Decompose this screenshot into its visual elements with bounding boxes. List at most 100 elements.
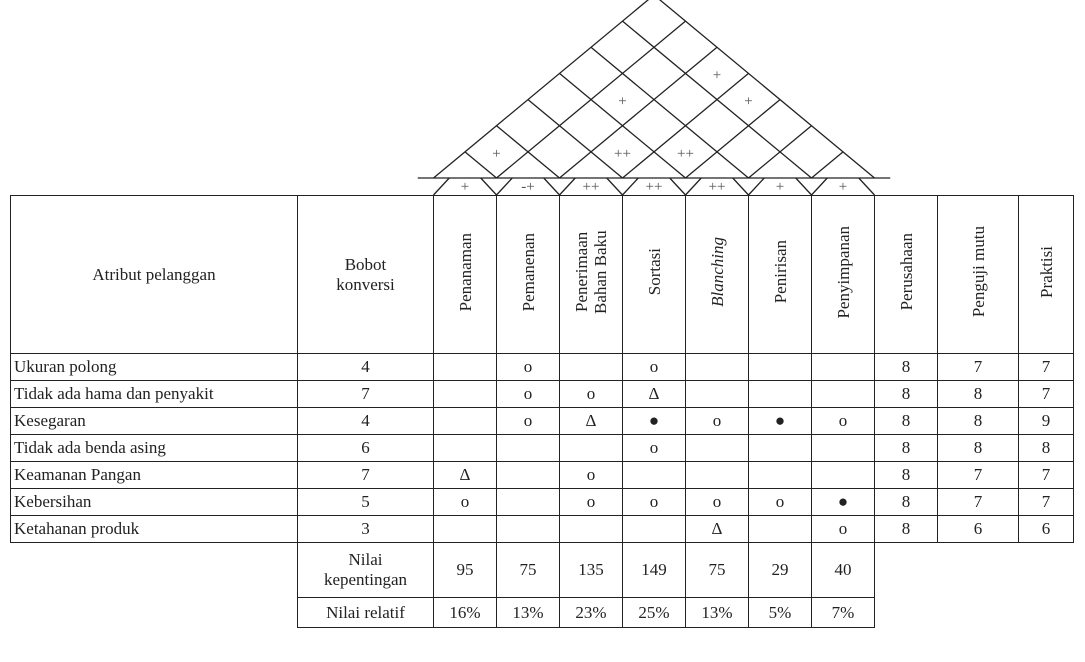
relative-value-cell: 13%	[685, 597, 749, 628]
relative-value-cell: 25%	[622, 597, 686, 628]
roof-direction-edge	[748, 177, 765, 196]
evaluation-cell: 8	[937, 434, 1019, 462]
relationship-cell	[496, 515, 560, 543]
relationship-cell: o	[748, 488, 812, 516]
roof-direction-edge	[732, 177, 749, 196]
process-header-sortasi: Sortasi	[622, 195, 686, 354]
relationship-cell: o	[496, 407, 560, 435]
direction-symbol: ++	[583, 179, 600, 195]
weight-cell: 3	[297, 515, 434, 543]
correlation-roof: + -+ ++ ++ ++ + ++ ++ +++ ++	[417, 0, 891, 196]
roof-grid-line	[464, 151, 497, 179]
relationship-cell	[811, 461, 875, 489]
relationship-cell	[748, 434, 812, 462]
attribute-cell: Kebersihan	[10, 488, 298, 516]
relationship-cell: ●	[748, 407, 812, 435]
relationship-cell	[496, 434, 560, 462]
house-of-quality-table: Atribut pelanggan Bobot konversi Penanam…	[10, 195, 1074, 628]
relationship-cell	[748, 461, 812, 489]
process-header-penanaman: Penanaman	[433, 195, 497, 354]
evaluation-cell: 7	[937, 488, 1019, 516]
relative-row: Nilai relatif 16% 13% 23% 25% 13% 5% 7%	[11, 597, 1074, 628]
roof-grid-line	[685, 99, 781, 179]
weight-cell: 4	[297, 407, 434, 435]
evaluation-cell: 8	[874, 461, 938, 489]
roof-grid-line	[527, 99, 623, 179]
relationship-cell	[433, 407, 497, 435]
relationship-cell	[748, 515, 812, 543]
eval-header-perusahaan: Perusahaan	[874, 195, 938, 354]
relationship-cell	[496, 461, 560, 489]
roof-direction-edge	[685, 177, 702, 196]
direction-symbol: -+	[521, 179, 534, 195]
attribute-cell: Kesegaran	[10, 407, 298, 435]
empty-cell	[875, 598, 938, 628]
relative-value-cell: 16%	[433, 597, 497, 628]
attribute-cell: Tidak ada hama dan penyakit	[10, 380, 298, 408]
importance-value-cell: 29	[748, 542, 812, 598]
importance-value-cell: 149	[622, 542, 686, 598]
importance-row: Nilai kepentingan 95 75 135 149 75 29 40	[11, 542, 1074, 598]
roof-direction-edge	[669, 177, 686, 196]
process-header-penyimpanan: Penyimpanan	[811, 195, 875, 354]
relationship-cell: o	[622, 488, 686, 516]
relative-value-cell: 23%	[559, 597, 623, 628]
relationship-cell	[748, 353, 812, 381]
attribute-cell: Ketahanan produk	[10, 515, 298, 543]
evaluation-cell: 8	[937, 380, 1019, 408]
empty-cell	[1019, 543, 1074, 598]
roof-direction-edge	[795, 177, 812, 196]
evaluation-cell: 7	[1018, 353, 1074, 381]
weight-cell: 7	[297, 461, 434, 489]
relationship-cell: o	[622, 434, 686, 462]
empty-cell	[11, 543, 298, 598]
process-header-penerimaan-bahan-baku: Penerimaan Bahan Baku	[559, 195, 623, 354]
roof-direction-edge	[622, 177, 639, 196]
roof-direction-edge	[606, 177, 623, 196]
correlation-symbol: +	[618, 94, 626, 110]
table-row: Kesegaran 4 o Δ ● o ● o 8 8 9	[10, 407, 1074, 435]
relationship-cell: o	[685, 407, 749, 435]
relationship-cell: Δ	[433, 461, 497, 489]
weight-cell: 6	[297, 434, 434, 462]
relationship-cell: o	[685, 488, 749, 516]
relative-value-cell: 7%	[811, 597, 875, 628]
weight-cell: 7	[297, 380, 434, 408]
roof-grid-line	[559, 72, 686, 179]
roof-grid-line	[559, 46, 718, 179]
relationship-cell: o	[622, 353, 686, 381]
importance-value-cell: 75	[496, 542, 560, 598]
direction-symbol: ++	[646, 179, 663, 195]
relationship-cell	[559, 515, 623, 543]
relative-value-cell: 13%	[496, 597, 560, 628]
evaluation-cell: 7	[937, 353, 1019, 381]
roof-direction-edge	[811, 177, 828, 196]
relationship-cell: o	[496, 353, 560, 381]
direction-symbol: +	[839, 179, 847, 195]
eval-header-praktisi: Praktisi	[1018, 195, 1074, 354]
roof-direction-edge	[496, 177, 513, 196]
relationship-cell: ●	[622, 407, 686, 435]
relationship-cell: o	[559, 488, 623, 516]
relationship-cell	[685, 380, 749, 408]
importance-value-cell: 75	[685, 542, 749, 598]
evaluation-cell: 8	[874, 488, 938, 516]
roof-direction-edge	[559, 177, 576, 196]
evaluation-cell: 7	[1018, 488, 1074, 516]
correlation-symbol: ++	[677, 146, 694, 162]
importance-value-cell: 135	[559, 542, 623, 598]
evaluation-cell: 8	[874, 434, 938, 462]
evaluation-cell: 9	[1018, 407, 1074, 435]
roof-grid-line	[811, 151, 844, 179]
empty-cell	[875, 543, 938, 598]
relationship-cell: o	[496, 380, 560, 408]
evaluation-cell: 8	[874, 380, 938, 408]
evaluation-cell: 7	[937, 461, 1019, 489]
relationship-cell	[496, 488, 560, 516]
relationship-cell	[433, 515, 497, 543]
relationship-cell	[685, 461, 749, 489]
direction-symbol: ++	[709, 179, 726, 195]
roof-grid-line	[433, 0, 649, 179]
relationship-cell	[685, 353, 749, 381]
empty-cell	[938, 543, 1019, 598]
